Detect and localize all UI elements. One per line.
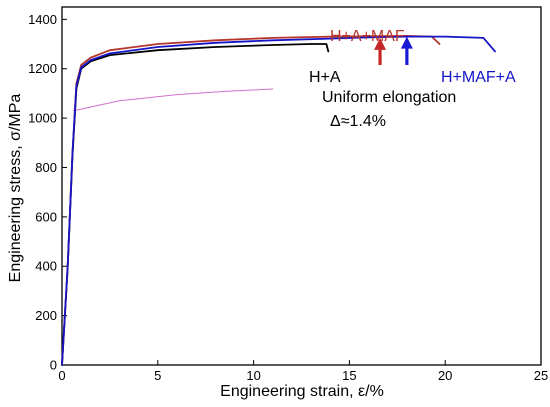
y-tick-label: 1200 <box>28 61 57 76</box>
y-tick-label: 1400 <box>28 12 57 27</box>
plot-area <box>61 6 542 366</box>
uniform-elongation-label: Uniform elongation <box>322 89 456 106</box>
y-axis-title: Engineering stress, σ/MPa <box>7 94 24 283</box>
series-line-faint <box>73 88 274 112</box>
x-axis-title: Engineering strain, ε/% <box>220 383 384 400</box>
y-tick-label: 400 <box>35 259 57 274</box>
x-tick-label: 25 <box>534 368 548 383</box>
y-tick-label: 200 <box>35 308 57 323</box>
y-tick-label: 800 <box>35 160 57 175</box>
series-label-h-a-maf: H+A+MAF <box>330 28 405 45</box>
series-line-h-maf-a <box>61 35 496 366</box>
x-tick-label: 10 <box>246 368 260 383</box>
x-tick-label: 20 <box>438 368 452 383</box>
x-axis: 0 5 10 15 20 25 <box>58 360 548 383</box>
series-label-h-maf-a: H+MAF+A <box>441 69 516 86</box>
x-tick-label: 5 <box>154 368 161 383</box>
elongation-arrow-head <box>374 37 387 50</box>
y-axis: 0 200 400 600 800 1000 1200 1400 <box>28 12 67 373</box>
annotation-arrows <box>374 36 413 66</box>
series-label-h-a: H+A <box>309 69 341 86</box>
y-tick-label: 1000 <box>28 111 57 126</box>
x-tick-label: 15 <box>342 368 356 383</box>
x-tick-label: 0 <box>58 368 65 383</box>
y-tick-label: 600 <box>35 209 57 224</box>
series-layer <box>61 35 496 366</box>
delta-label: Δ≈1.4% <box>330 113 386 130</box>
plot-frame <box>61 6 542 366</box>
series-line-h-a <box>61 43 330 366</box>
y-tick-label: 0 <box>50 358 57 373</box>
elongation-arrow-head <box>400 36 413 49</box>
series-line-h-a-maf <box>61 35 441 366</box>
